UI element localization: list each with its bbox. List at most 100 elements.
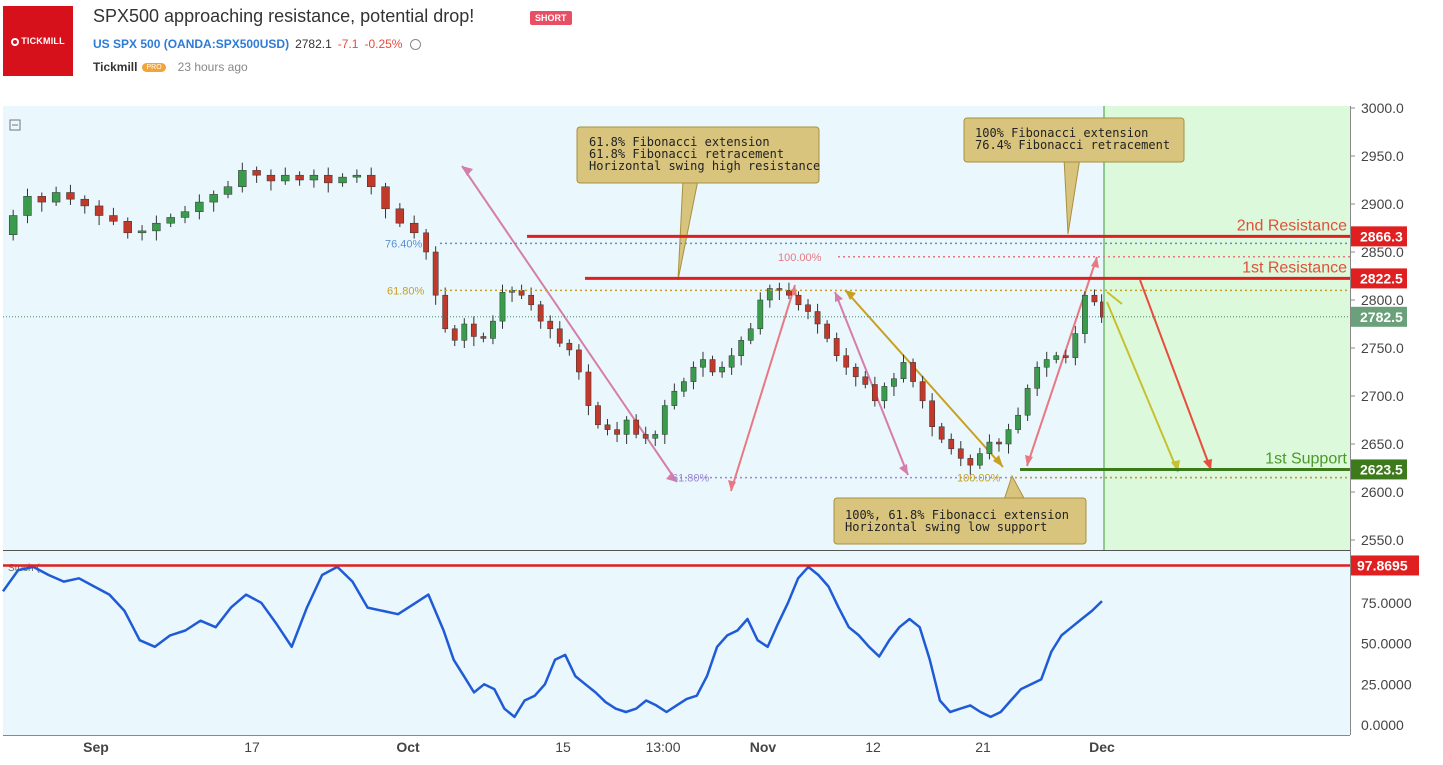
stoch-tick-label: 25.0000 xyxy=(1361,676,1412,692)
level-price-label: 2623.5 xyxy=(1360,461,1403,477)
candle-body xyxy=(423,232,429,253)
candle-body xyxy=(8,215,18,235)
last-price: 2782.1 xyxy=(295,37,332,51)
candle-body xyxy=(1091,294,1098,303)
author-line: Tickmill PRO 23 hours ago xyxy=(93,60,248,74)
candle-body xyxy=(442,294,449,330)
candle-body xyxy=(367,174,376,187)
candle-body xyxy=(1034,366,1041,389)
stoch-line xyxy=(1,565,1103,719)
candle-body xyxy=(51,192,61,203)
price-tick-label: 2850.0 xyxy=(1361,244,1404,260)
candle-body xyxy=(1015,414,1021,430)
candle-body xyxy=(709,359,716,373)
candle-body xyxy=(252,170,261,176)
arrow-heads-red xyxy=(728,257,1099,491)
callout-support: 100%, 61.8% Fibonacci extension Horizont… xyxy=(833,474,1087,545)
author-name[interactable]: Tickmill xyxy=(93,60,138,74)
candle-body xyxy=(652,434,659,439)
current-price-label: 2782.5 xyxy=(1360,309,1403,325)
level-price-tag xyxy=(1351,268,1407,289)
candle-body xyxy=(623,419,630,435)
candle-body xyxy=(900,362,907,379)
price-chart[interactable]: Stoch ( 61.8% Fibonacci exten xyxy=(0,100,1443,765)
candle-body xyxy=(109,215,118,222)
arrow-3 xyxy=(834,291,909,476)
candle-body xyxy=(871,384,878,402)
candle-body xyxy=(461,323,468,341)
logo-text: TICKMILL xyxy=(21,36,65,46)
candle-body xyxy=(209,194,218,203)
candle-body xyxy=(766,288,773,301)
symbol-link[interactable]: US SPX 500 (OANDA:SPX500USD) xyxy=(93,37,290,51)
forecast-start-stub xyxy=(1106,291,1123,305)
candle-body xyxy=(642,434,649,439)
tickmill-logo[interactable]: TICKMILL xyxy=(3,6,73,76)
candle-body xyxy=(996,441,1002,445)
callout-text: Horizontal swing low support xyxy=(845,520,1047,534)
candle-body xyxy=(556,328,563,344)
candle-body xyxy=(948,438,955,450)
alarm-clock-icon[interactable] xyxy=(410,39,422,51)
candle-body xyxy=(957,448,964,459)
candle-body xyxy=(295,174,304,181)
collapse-icon[interactable] xyxy=(9,119,21,131)
symbol-line: US SPX 500 (OANDA:SPX500USD) 2782.1 -7.1 -0… xyxy=(93,37,422,51)
candle-body xyxy=(1024,388,1031,416)
candle-body xyxy=(1062,355,1069,358)
candle-body xyxy=(862,376,869,385)
price-tick-label: 2600.0 xyxy=(1361,484,1404,500)
candle-body xyxy=(338,176,347,184)
price-tick-label: 3000.0 xyxy=(1361,100,1404,116)
time-tick-label: Dec xyxy=(1089,739,1115,755)
candle-body xyxy=(309,174,319,181)
candle-body xyxy=(805,304,811,312)
candle-body xyxy=(66,192,75,200)
level-price-label: 2822.5 xyxy=(1360,270,1403,286)
candle-body xyxy=(480,336,487,339)
idea-title: SPX500 approaching resistance, potential… xyxy=(93,6,475,26)
candle-body xyxy=(490,320,496,339)
time-tick-label: 15 xyxy=(555,739,571,755)
arrow-1 xyxy=(461,165,678,483)
level-name: 1st Resistance xyxy=(1242,259,1347,276)
callout-text: Horizontal swing high resistance xyxy=(589,159,820,173)
price-change-pct: -0.25% xyxy=(364,37,403,51)
candle-body xyxy=(681,381,687,392)
arrow-forecast-red xyxy=(1139,279,1212,471)
candle-body xyxy=(547,320,554,330)
fib-level-label: 100.00% xyxy=(778,252,822,264)
fib-level-label: 100.00% xyxy=(957,473,1001,485)
candle-body xyxy=(757,299,764,330)
arrow-heads-pink xyxy=(462,166,908,482)
level-price-tag xyxy=(1351,459,1407,480)
time-tick-label: 17 xyxy=(244,739,260,755)
candle-body xyxy=(432,251,439,296)
candle-body xyxy=(938,426,945,440)
candle-body xyxy=(814,311,821,325)
candle-body xyxy=(661,405,668,435)
arrow-head-gold xyxy=(993,455,1003,467)
candle-body xyxy=(633,419,640,435)
logo-icon xyxy=(11,37,20,46)
candle-body xyxy=(566,342,573,351)
level-name: 1st Support xyxy=(1265,450,1347,467)
candle-body xyxy=(786,290,792,296)
candle-body xyxy=(281,174,290,182)
time-ago: 23 hours ago xyxy=(177,60,248,74)
candle-body xyxy=(94,205,104,216)
candle-body xyxy=(166,217,175,224)
price-tick-label: 2700.0 xyxy=(1361,388,1404,404)
candle-body xyxy=(123,221,132,234)
candle-body xyxy=(451,328,458,341)
candle-body xyxy=(1053,355,1060,360)
candle-body xyxy=(1072,333,1079,358)
level-price-tag xyxy=(1351,226,1407,247)
candle-body xyxy=(604,424,611,430)
candle-body xyxy=(23,196,32,216)
price-tick-label: 2550.0 xyxy=(1361,532,1404,548)
callout-second-resistance: 100% Fibonacci extension 76.4% Fibonacci… xyxy=(963,117,1185,235)
current-price-tag xyxy=(1351,306,1407,327)
price-tick-label: 2950.0 xyxy=(1361,148,1404,164)
level-name: 2nd Resistance xyxy=(1237,217,1347,234)
